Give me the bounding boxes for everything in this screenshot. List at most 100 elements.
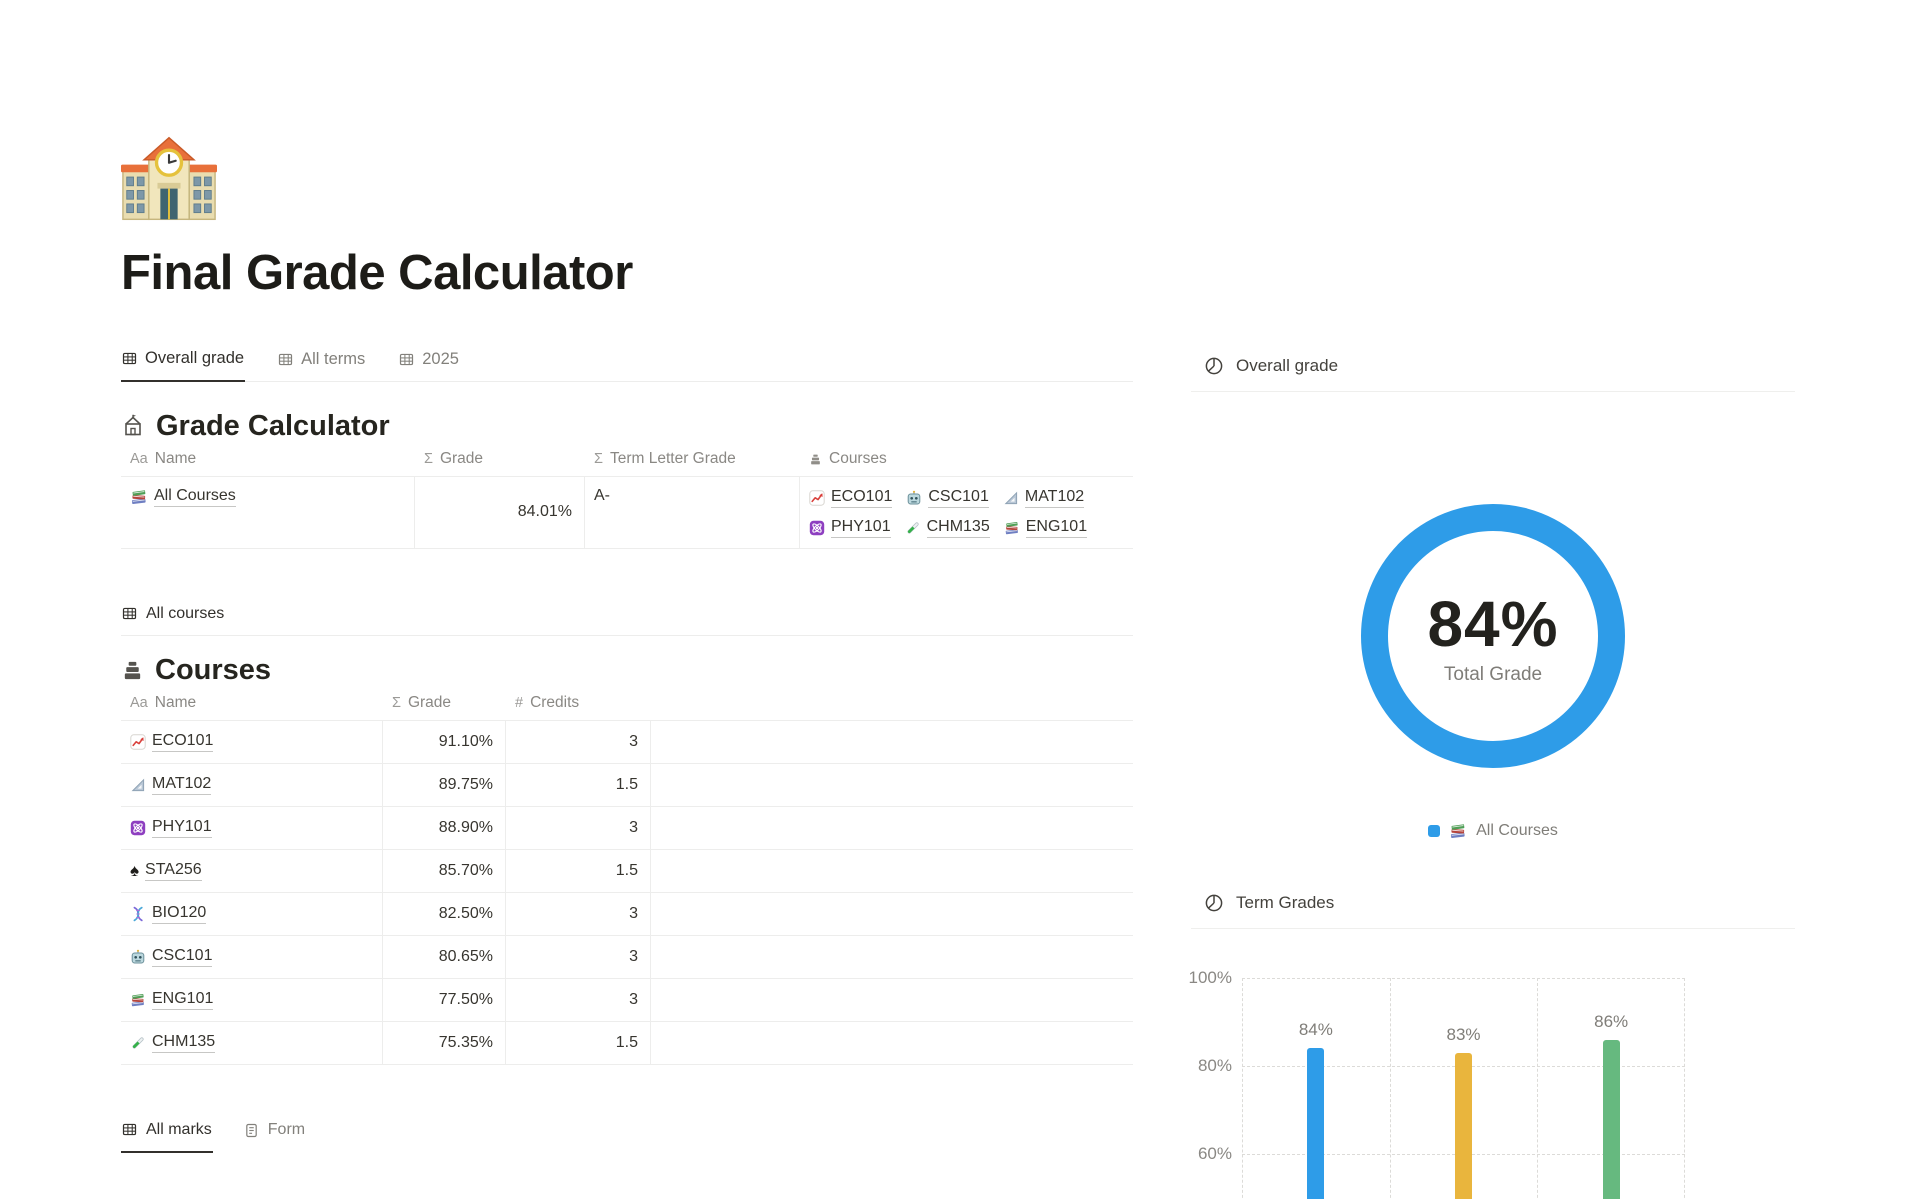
grade-cell[interactable]: 85.70% — [383, 849, 506, 892]
course-link[interactable]: PHY101 — [152, 818, 212, 838]
column-header-name[interactable]: Aa Name — [130, 450, 197, 467]
test-tube-icon — [905, 520, 921, 536]
tab-overall-grade[interactable]: Overall grade — [121, 345, 246, 382]
table-icon — [122, 351, 137, 366]
tab-label: 2025 — [422, 349, 459, 368]
table-row[interactable]: ENG101 77.50% 3 — [121, 978, 1133, 1022]
grade-cell[interactable]: 77.50% — [383, 978, 506, 1021]
bar-term-1[interactable] — [1307, 1048, 1325, 1199]
triangular-ruler-icon — [130, 777, 146, 793]
course-link[interactable]: CHM135 — [152, 1033, 216, 1053]
column-header-grade[interactable]: Σ Grade — [424, 450, 484, 467]
test-tube-icon — [130, 1035, 146, 1051]
donut-center-value: 84% — [1427, 587, 1559, 660]
grade-cell[interactable]: 80.65% — [383, 935, 506, 978]
course-link[interactable]: CSC101 — [152, 947, 213, 967]
tab-all-courses[interactable]: All courses — [121, 601, 225, 635]
credits-cell[interactable]: 1.5 — [506, 1021, 651, 1064]
grade-cell[interactable]: 84.01% — [415, 476, 585, 548]
column-header-credits[interactable]: # Credits — [515, 694, 580, 711]
name-cell[interactable]: ECO101 — [121, 720, 383, 763]
overall-grade-donut-chart: 84% Total Grade All Courses — [1191, 392, 1795, 877]
table-row[interactable]: BIO120 82.50% 3 — [121, 892, 1133, 936]
course-link[interactable]: BIO120 — [152, 904, 207, 924]
course-chip[interactable]: CSC101 — [906, 488, 989, 508]
formula-icon: Σ — [424, 451, 433, 467]
name-cell[interactable]: PHY101 — [121, 806, 383, 849]
course-chip[interactable]: ENG101 — [1004, 518, 1088, 538]
grade-cell[interactable]: 75.35% — [383, 1021, 506, 1064]
donut-legend[interactable]: All Courses — [1191, 822, 1795, 840]
donut-ring[interactable]: 84% Total Grade — [1361, 504, 1625, 768]
grade-cell[interactable]: 91.10% — [383, 720, 506, 763]
school-outline-icon — [121, 414, 145, 438]
table-row[interactable]: MAT102 89.75% 1.5 — [121, 763, 1133, 807]
table-row[interactable]: CSC101 80.65% 3 — [121, 935, 1133, 979]
course-chip[interactable]: MAT102 — [1003, 488, 1085, 508]
credits-cell[interactable]: 3 — [506, 892, 651, 935]
course-link[interactable]: STA256 — [145, 861, 202, 881]
course-chip[interactable]: ECO101 — [809, 488, 893, 508]
course-link[interactable]: ENG101 — [152, 990, 214, 1010]
tab-2025[interactable]: 2025 — [398, 346, 460, 381]
name-cell[interactable]: MAT102 — [121, 763, 383, 806]
course-link[interactable]: ECO101 — [152, 732, 214, 752]
credits-cell[interactable]: 3 — [506, 720, 651, 763]
column-header-grade[interactable]: Σ Grade — [392, 694, 452, 711]
marks-view-tabs: All marks Form — [121, 1117, 1133, 1153]
all-courses-link[interactable]: All Courses — [154, 487, 236, 507]
grade-cell[interactable]: 88.90% — [383, 806, 506, 849]
y-axis-tick-label: 60% — [1197, 1144, 1232, 1163]
grade-cell[interactable]: 82.50% — [383, 892, 506, 935]
term-grades-chart-header[interactable]: Term Grades — [1191, 877, 1795, 929]
tab-form[interactable]: Form — [243, 1117, 306, 1151]
name-cell[interactable]: ♠ STA256 — [121, 849, 383, 892]
term-grades-bar-chart: 84% 83% 86% 100% 80% 60% — [1189, 929, 1795, 1199]
term-letter-grade-cell[interactable]: A- — [585, 476, 800, 548]
table-row[interactable]: CHM135 75.35% 1.5 — [121, 1021, 1133, 1065]
chart-increasing-icon — [130, 734, 146, 750]
table-row[interactable]: All Courses 84.01% A- ECO101 CSC101 — [121, 476, 1133, 549]
triangular-ruler-icon — [1003, 490, 1019, 506]
table-row[interactable]: ECO101 91.10% 3 — [121, 720, 1133, 764]
tab-label: All terms — [301, 349, 366, 368]
course-chip[interactable]: PHY101 — [809, 518, 891, 538]
table-icon — [399, 352, 414, 367]
text-property-icon: Aa — [130, 695, 148, 711]
credits-cell[interactable]: 1.5 — [506, 849, 651, 892]
bar-term-2[interactable] — [1455, 1052, 1472, 1199]
bar-value-label: 83% — [1446, 1024, 1481, 1044]
name-cell[interactable]: ENG101 — [121, 978, 383, 1021]
atom-icon — [809, 520, 825, 536]
main-content: Final Grade Calculator Overall grade All… — [121, 0, 1133, 1199]
courses-cell[interactable]: ECO101 CSC101 MAT102 PHY101 — [800, 477, 1133, 548]
term-grades-plot: 84% 83% 86% 100% 80% 60% — [1189, 968, 1685, 1199]
course-chip[interactable]: CHM135 — [905, 518, 990, 538]
overall-grade-chart-header[interactable]: Overall grade — [1191, 340, 1795, 392]
books-icon — [1004, 520, 1020, 536]
credits-cell[interactable]: 3 — [506, 978, 651, 1021]
name-cell[interactable]: BIO120 — [121, 892, 383, 935]
table-row[interactable]: ♠ STA256 85.70% 1.5 — [121, 849, 1133, 893]
chart-increasing-icon — [809, 490, 825, 506]
tab-all-marks[interactable]: All marks — [121, 1117, 213, 1153]
course-link[interactable]: MAT102 — [152, 775, 212, 795]
grade-cell[interactable]: 89.75% — [383, 763, 506, 806]
name-cell[interactable]: CHM135 — [121, 1021, 383, 1064]
credits-cell[interactable]: 3 — [506, 806, 651, 849]
credits-cell[interactable]: 1.5 — [506, 763, 651, 806]
books-icon — [130, 992, 146, 1008]
column-header-name[interactable]: Aa Name — [130, 694, 197, 711]
column-header-courses[interactable]: Courses — [800, 443, 1133, 476]
table-row[interactable]: PHY101 88.90% 3 — [121, 806, 1133, 850]
formula-icon: Σ — [392, 695, 401, 711]
bar-term-3[interactable] — [1602, 1039, 1620, 1199]
school-building-icon[interactable] — [121, 132, 217, 226]
credits-cell[interactable]: 3 — [506, 935, 651, 978]
atom-icon — [130, 820, 146, 836]
name-cell[interactable]: CSC101 — [121, 935, 383, 978]
name-cell[interactable]: All Courses — [121, 476, 415, 548]
header-filler — [651, 687, 669, 720]
column-header-term-letter-grade[interactable]: Σ Term Letter Grade — [594, 450, 736, 467]
tab-all-terms[interactable]: All terms — [277, 346, 366, 381]
